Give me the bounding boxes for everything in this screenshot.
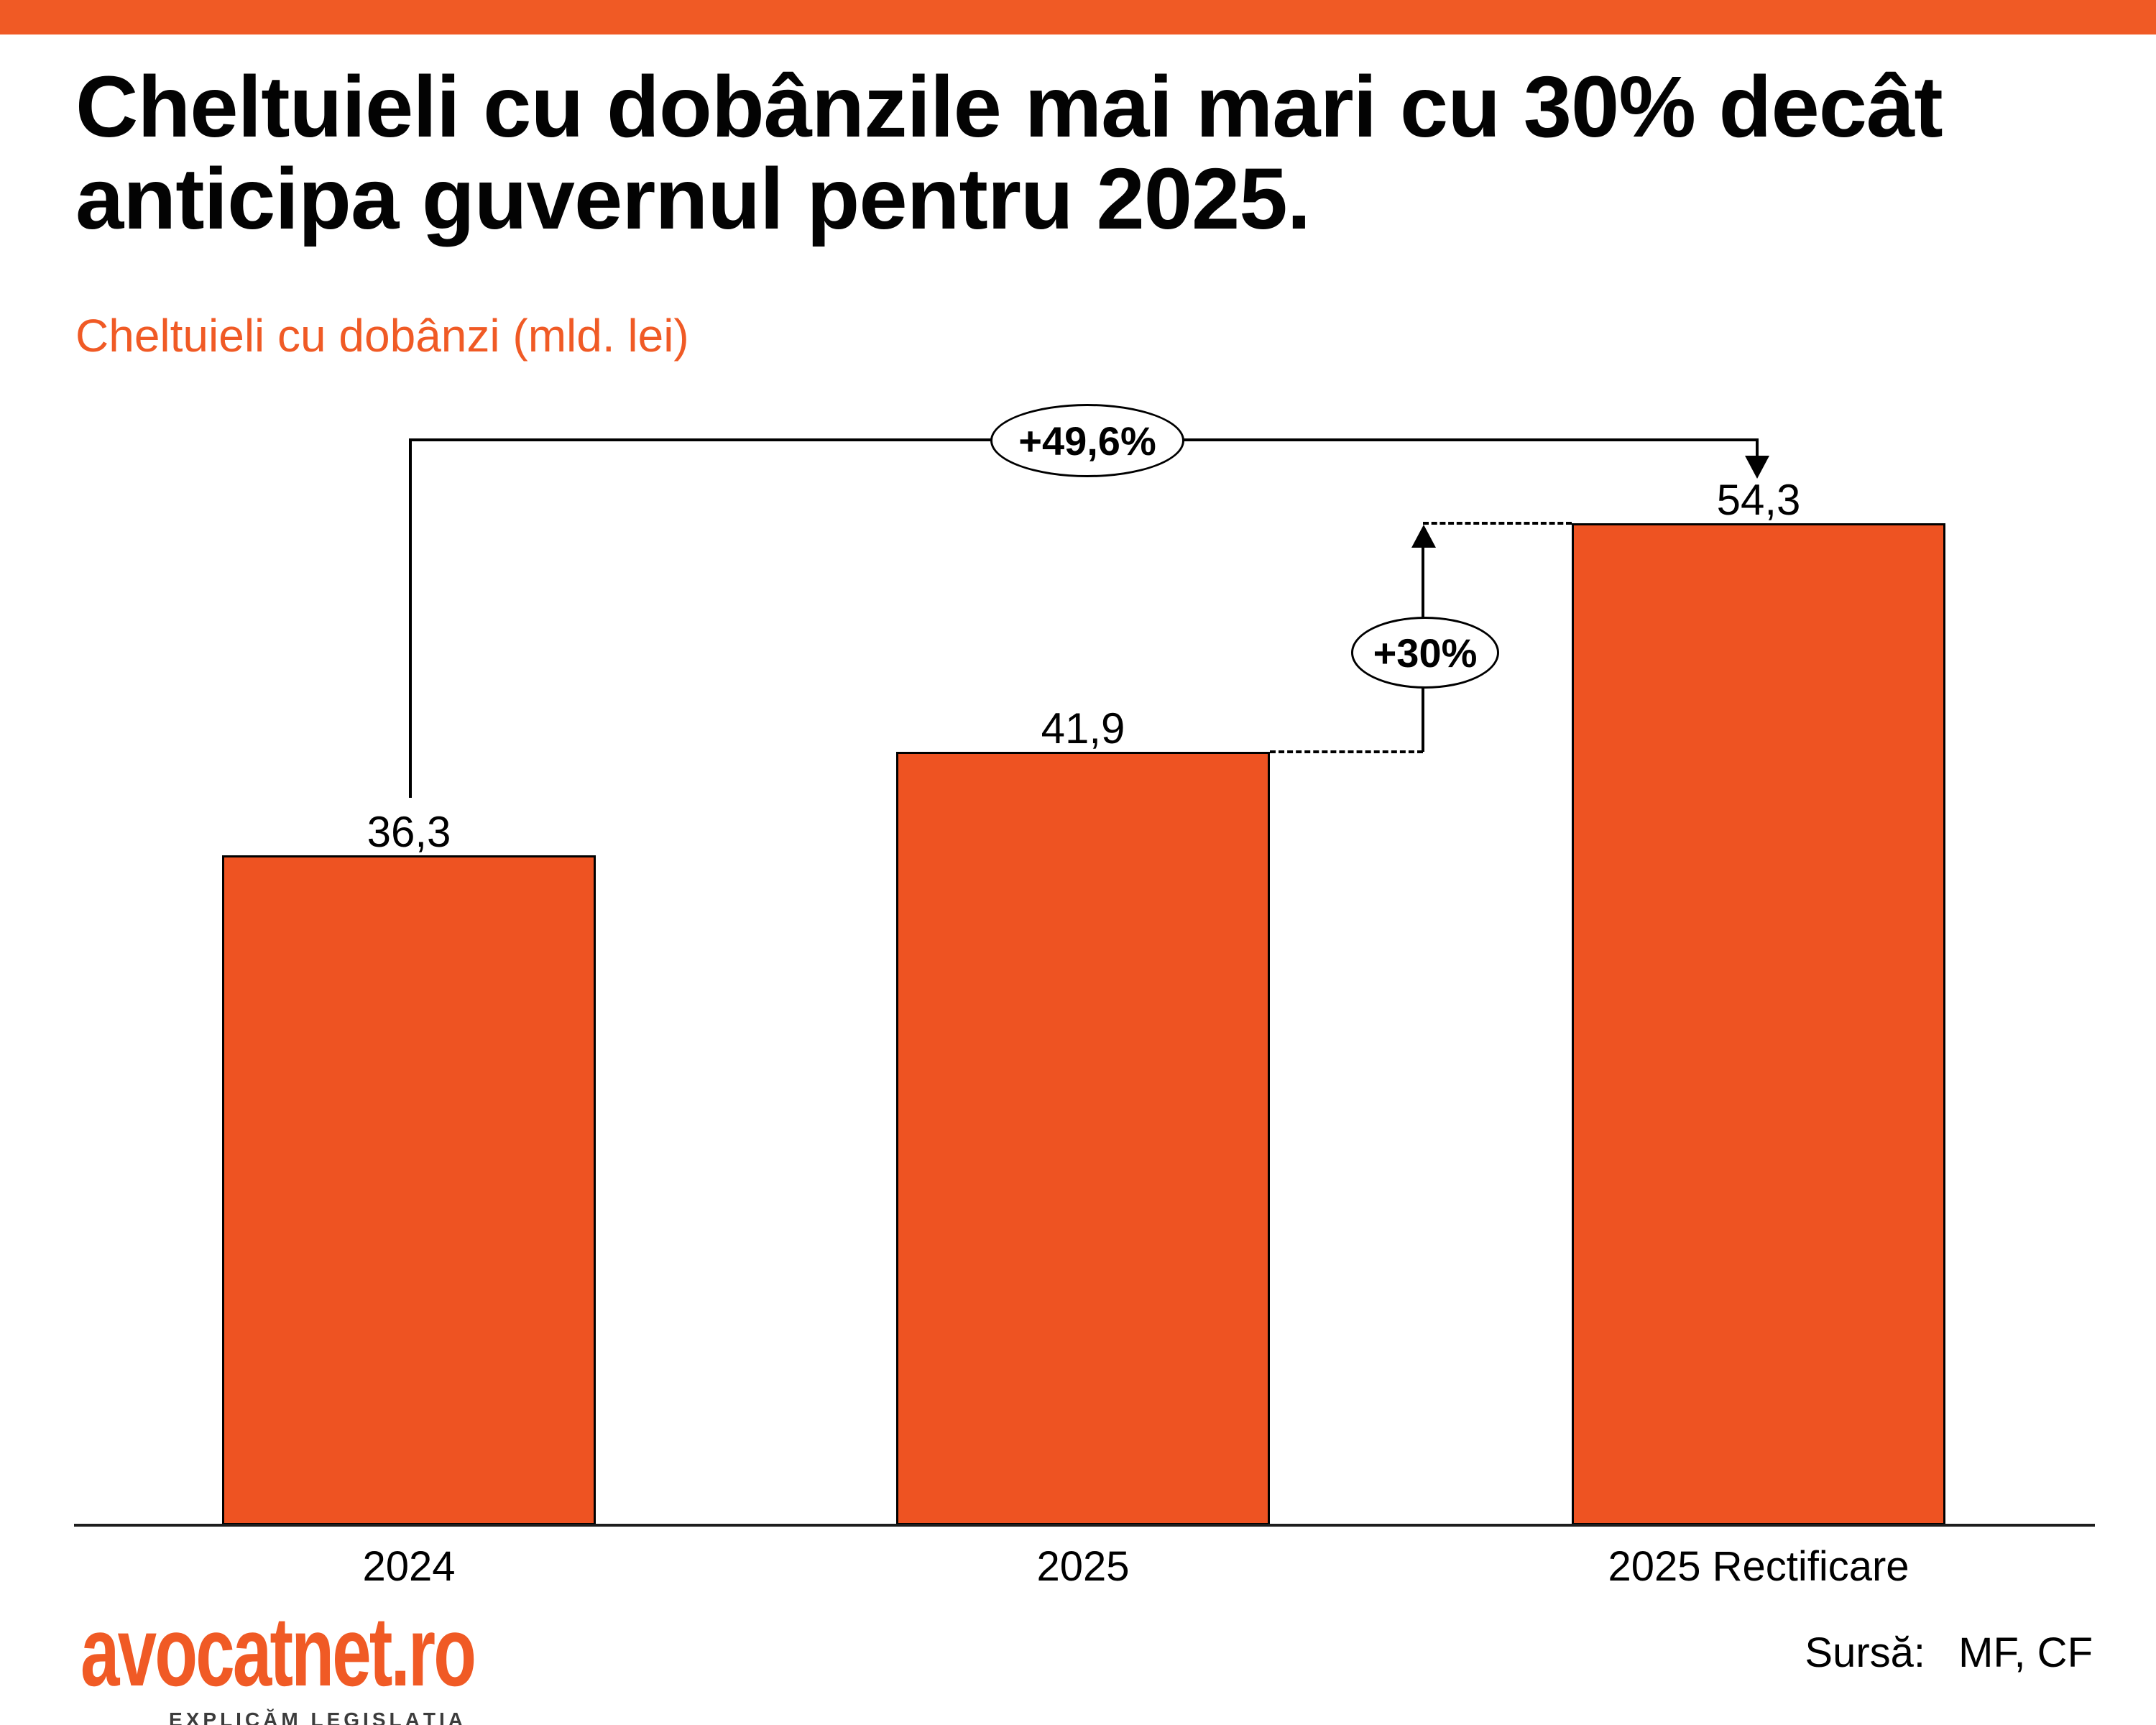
- dashed-connector-rectificare-level: [1423, 522, 1572, 525]
- bar-value-label: 54,3: [1716, 476, 1801, 524]
- brand-logo: avocatnet.ro EXPLICĂM LEGISLAȚIA: [80, 1603, 555, 1725]
- bracket-left-line: [409, 438, 412, 798]
- bar-2024: [222, 855, 596, 1525]
- dashed-connector-2025-level: [1270, 750, 1423, 753]
- top-accent-banner: [0, 0, 2156, 34]
- bar-value-label: 41,9: [1041, 704, 1125, 753]
- growth-badge-total: +49,6%: [990, 404, 1184, 477]
- source-note: Sursă: MF, CF: [1805, 1629, 2093, 1677]
- bar-value-label: 36,3: [367, 808, 451, 856]
- source-label: Sursă:: [1805, 1629, 1938, 1676]
- bar-2025-rectificare: [1572, 523, 1945, 1525]
- axis-label-2025-rectificare: 2025 Rectificare: [1608, 1543, 1909, 1590]
- axis-label-2024: 2024: [362, 1543, 456, 1590]
- axis-label-2025: 2025: [1036, 1543, 1130, 1590]
- growth-badge-rectificare-label: +30%: [1373, 630, 1478, 676]
- bar-2025: [896, 752, 1270, 1525]
- brand-logo-text: avocatnet.ro: [80, 1597, 476, 1707]
- page-title: Cheltuieli cu dobânzile mai mari cu 30% …: [75, 58, 1943, 248]
- arrow-down-icon: [1745, 456, 1769, 479]
- arrow-up-icon: [1411, 525, 1436, 548]
- growth-badge-total-label: +49,6%: [1018, 418, 1156, 464]
- chart-subtitle: Cheltuieli cu dobânzi (mld. lei): [75, 310, 689, 362]
- x-axis-line: [74, 1524, 2095, 1527]
- source-value: MF, CF: [1958, 1629, 2093, 1676]
- bracket-right-line: [1756, 438, 1759, 459]
- growth-badge-rectificare: +30%: [1351, 617, 1499, 689]
- brand-logo-tagline: EXPLICĂM LEGISLAȚIA: [169, 1708, 466, 1725]
